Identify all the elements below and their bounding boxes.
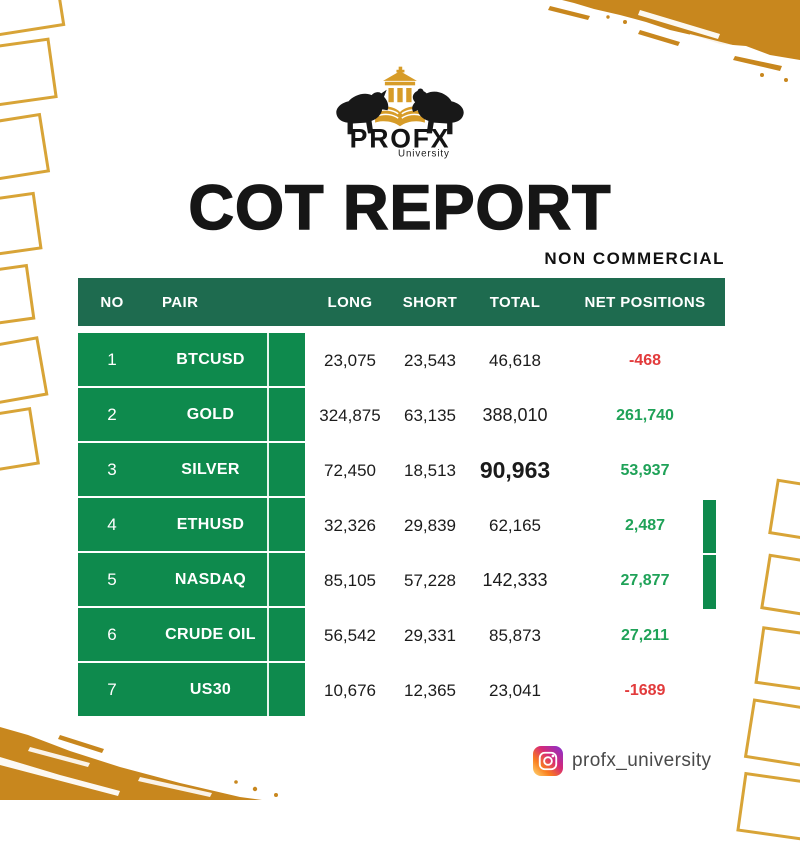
temple-icon xyxy=(383,66,417,103)
net-positions-value: 53,937 xyxy=(620,461,670,479)
cot-table: NO PAIR LONG SHORT TOTAL NET POSITIONS 1… xyxy=(78,278,725,718)
total-value: 388,010 xyxy=(482,405,548,425)
short-value: 18,513 xyxy=(404,460,456,480)
row-number: 2 xyxy=(107,404,117,424)
long-value: 72,450 xyxy=(324,460,376,480)
report-type-label: NON COMMERCIAL xyxy=(544,249,725,268)
gold-outline-rect xyxy=(743,698,800,772)
row-divider xyxy=(267,553,269,606)
instagram-handle: profx_university xyxy=(572,750,712,771)
short-value: 12,365 xyxy=(404,680,456,700)
col-header-net-positions: NET POSITIONS xyxy=(584,293,706,311)
bear-ear xyxy=(417,88,424,95)
row-divider xyxy=(267,333,269,386)
bull-icon xyxy=(336,89,389,135)
col-header-long: LONG xyxy=(327,293,373,311)
green-accent-bar xyxy=(703,500,716,611)
col-header-total: TOTAL xyxy=(489,293,541,311)
total-value: 46,618 xyxy=(489,350,541,370)
table-row: 5 NASDAQ 85,105 57,228 142,333 27,877 xyxy=(78,553,725,608)
row-number: 3 xyxy=(107,459,117,479)
net-positions-value: -1689 xyxy=(624,681,666,699)
short-value: 23,543 xyxy=(404,350,456,370)
table-row: 3 SILVER 72,450 18,513 90,963 53,937 xyxy=(78,443,725,498)
instagram-badge[interactable]: profx_university xyxy=(533,746,711,776)
long-value: 56,542 xyxy=(324,625,376,645)
bear-icon xyxy=(412,90,464,135)
long-value: 32,326 xyxy=(324,515,376,535)
gold-outline-rect xyxy=(754,626,800,696)
short-value: 63,135 xyxy=(404,405,456,425)
pair-name: SILVER xyxy=(181,460,240,478)
gold-brush-stroke-top-right xyxy=(548,0,800,82)
col-header-short: SHORT xyxy=(402,293,458,311)
gold-outline-rect xyxy=(0,37,58,112)
row-pair-block: 3 SILVER xyxy=(78,443,305,498)
total-value: 62,165 xyxy=(489,515,541,535)
gold-outline-rect xyxy=(0,0,66,42)
total-value: 90,963 xyxy=(479,457,551,483)
row-pair-block: 6 CRUDE OIL xyxy=(78,608,305,663)
row-pair-block: 5 NASDAQ xyxy=(78,553,305,608)
gold-outline-rect xyxy=(736,771,800,844)
row-divider xyxy=(267,388,269,441)
short-value: 29,839 xyxy=(404,515,456,535)
instagram-icon xyxy=(533,746,563,776)
net-positions-value: 27,877 xyxy=(620,571,670,589)
pair-name: NASDAQ xyxy=(174,570,247,588)
row-number: 1 xyxy=(107,349,117,369)
gold-outline-rect xyxy=(0,336,49,412)
pair-name: US30 xyxy=(189,680,232,698)
long-value: 10,676 xyxy=(324,680,376,700)
row-divider xyxy=(267,663,269,716)
col-header-no: NO xyxy=(100,293,124,311)
total-value: 85,873 xyxy=(489,625,541,645)
row-pair-block: 7 US30 xyxy=(78,663,305,718)
pair-name: CRUDE OIL xyxy=(165,625,256,643)
table-row: 1 BTCUSD 23,075 23,543 46,618 -468 xyxy=(78,333,725,388)
gold-outline-rect xyxy=(0,407,40,479)
row-pair-block: 1 BTCUSD xyxy=(78,333,305,388)
short-value: 57,228 xyxy=(404,570,456,590)
profx-logo: PROFX University xyxy=(336,66,464,159)
table-header: NO PAIR LONG SHORT TOTAL NET POSITIONS xyxy=(78,278,725,326)
row-number: 7 xyxy=(107,679,117,699)
long-value: 85,105 xyxy=(324,570,376,590)
brand-name: PROFX xyxy=(350,124,451,154)
long-value: 23,075 xyxy=(324,350,376,370)
net-positions-value: 261,740 xyxy=(616,406,674,424)
table-row: 2 GOLD 324,875 63,135 388,010 261,740 xyxy=(78,388,725,443)
short-value: 29,331 xyxy=(404,625,456,645)
pair-name: ETHUSD xyxy=(176,515,245,533)
table-row: 4 ETHUSD 32,326 29,839 62,165 2,487 xyxy=(78,498,725,553)
row-pair-block: 2 GOLD xyxy=(78,388,305,443)
total-value: 142,333 xyxy=(482,570,548,590)
gold-outline-rect xyxy=(0,263,36,333)
row-divider xyxy=(267,608,269,661)
gold-outline-rect xyxy=(760,553,800,623)
page-title: COT REPORT xyxy=(188,172,612,244)
net-positions-value: -468 xyxy=(628,351,662,369)
row-divider xyxy=(267,498,269,551)
row-pair-block: 4 ETHUSD xyxy=(78,498,305,553)
gold-brush-stroke-bottom-left xyxy=(0,727,278,800)
net-positions-value: 2,487 xyxy=(624,516,666,534)
brand-subtitle: University xyxy=(398,148,450,159)
pair-name: BTCUSD xyxy=(176,350,245,368)
row-number: 4 xyxy=(107,514,117,534)
table-row: 7 US30 10,676 12,365 23,041 -1689 xyxy=(78,663,725,718)
pair-name: GOLD xyxy=(186,405,235,423)
row-number: 6 xyxy=(107,624,117,644)
long-value: 324,875 xyxy=(319,405,381,425)
net-positions-value: 27,211 xyxy=(620,626,670,644)
row-number: 5 xyxy=(107,569,117,589)
gold-outline-rect xyxy=(768,478,800,548)
col-header-pair: PAIR xyxy=(162,293,199,311)
total-value: 23,041 xyxy=(489,680,541,700)
row-divider xyxy=(267,443,269,496)
table-body: 1 BTCUSD 23,075 23,543 46,618 -468 2 GOL… xyxy=(78,333,725,718)
table-row: 6 CRUDE OIL 56,542 29,331 85,873 27,211 xyxy=(78,608,725,663)
